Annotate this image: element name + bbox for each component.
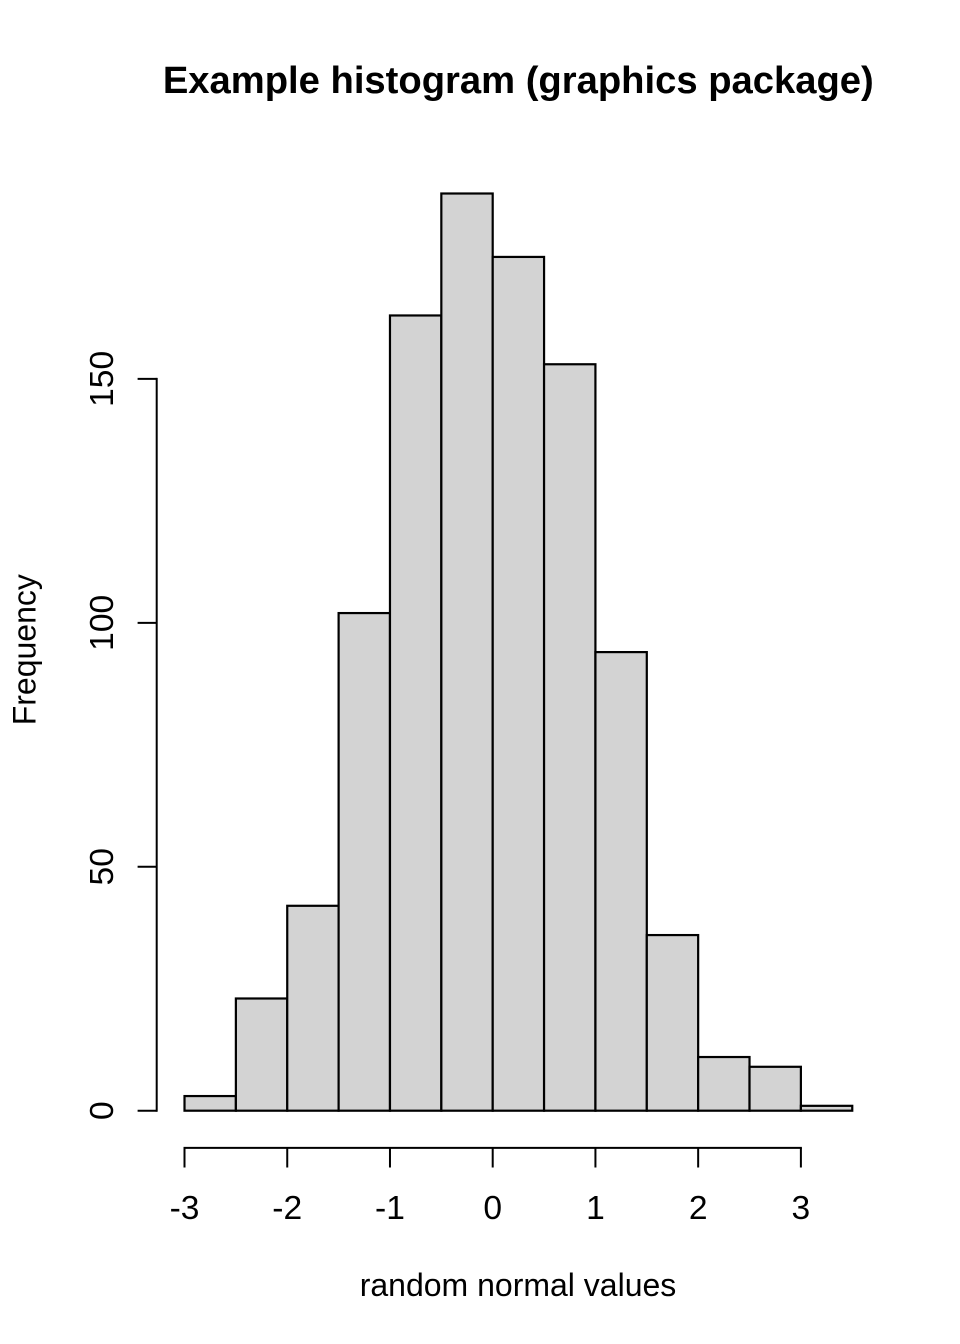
svg-text:150: 150 bbox=[84, 351, 121, 407]
svg-text:0: 0 bbox=[84, 1101, 121, 1120]
svg-text:-2: -2 bbox=[272, 1190, 302, 1227]
svg-text:Example histogram (graphics pa: Example histogram (graphics package) bbox=[163, 59, 874, 102]
svg-text:-1: -1 bbox=[375, 1190, 405, 1227]
svg-text:Frequency: Frequency bbox=[6, 574, 42, 725]
svg-text:-3: -3 bbox=[170, 1190, 200, 1227]
svg-text:2: 2 bbox=[689, 1190, 708, 1227]
svg-text:0: 0 bbox=[483, 1190, 502, 1227]
svg-text:3: 3 bbox=[792, 1190, 811, 1227]
svg-text:100: 100 bbox=[84, 595, 121, 651]
svg-text:random normal values: random normal values bbox=[360, 1267, 677, 1303]
svg-text:50: 50 bbox=[84, 848, 121, 885]
svg-text:1: 1 bbox=[586, 1190, 605, 1227]
